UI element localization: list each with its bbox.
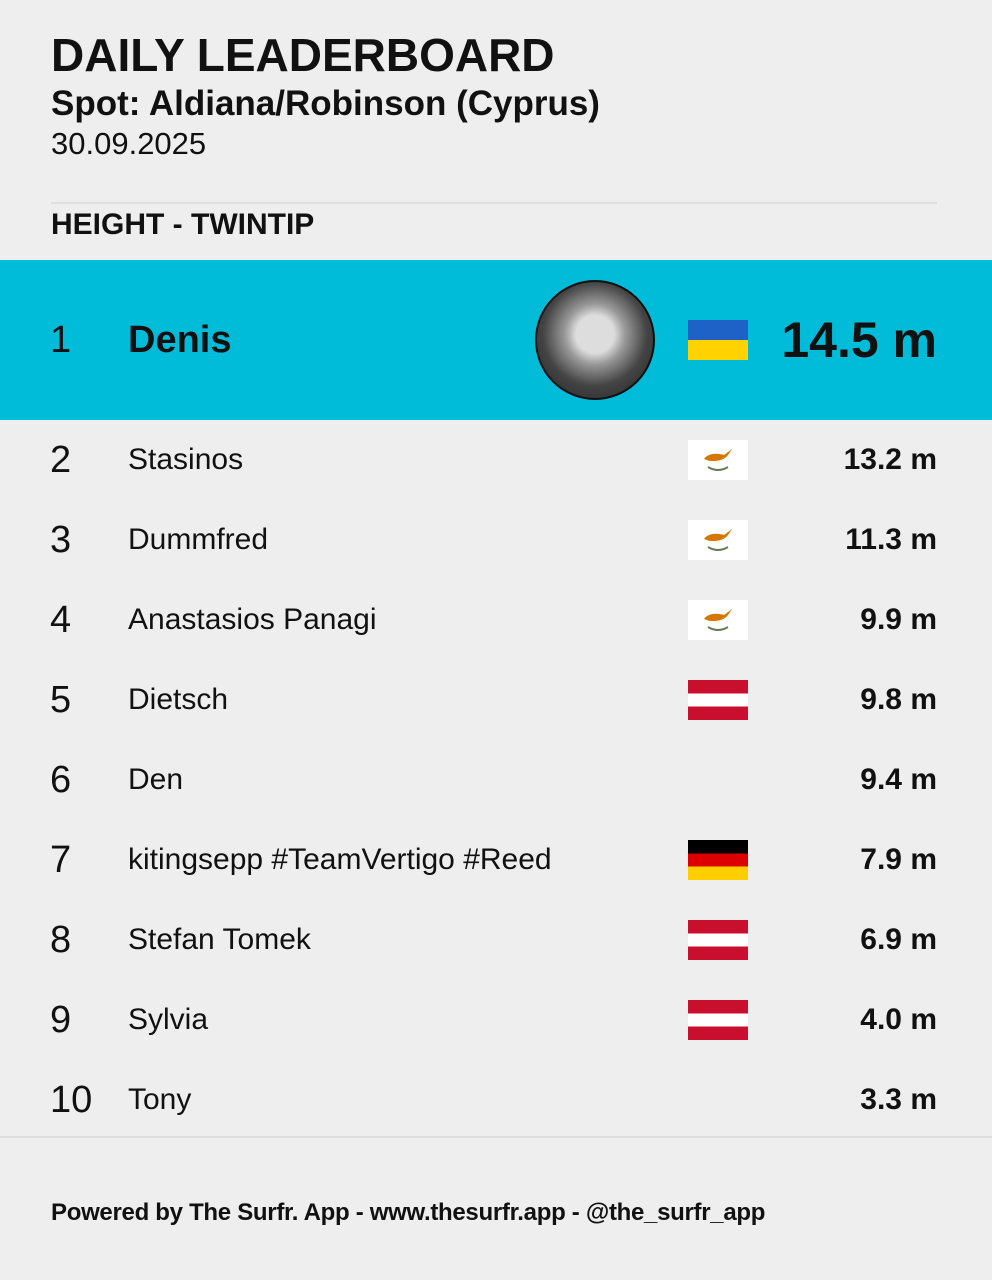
rider-name: Den: [128, 763, 184, 796]
cyprus-flag-icon: [688, 520, 748, 560]
leaderboard-list: 1 Denis 14.5 m 2 Stasinos 13.2 m 3 Dummfred 1…: [0, 260, 992, 1140]
date: 30.09.2025: [51, 126, 207, 161]
rank: 7: [50, 838, 72, 881]
rank: 8: [50, 918, 72, 961]
leaderboard-row: 6 Den 9.4 m: [0, 740, 992, 820]
leaderboard-row: 9 Sylvia 4.0 m: [0, 980, 992, 1060]
rider-name: Anastasios Panagi: [128, 603, 377, 636]
rank: 3: [50, 518, 72, 561]
austria-flag-icon: [688, 920, 748, 960]
rider-name: Stefan Tomek: [128, 923, 311, 956]
height-value: 9.8 m: [860, 683, 937, 716]
category-label: HEIGHT - TWINTIP: [51, 208, 315, 241]
cyprus-flag-icon: [688, 440, 748, 480]
leaderboard-row: 4 Anastasios Panagi 9.9 m: [0, 580, 992, 660]
height-value: 13.2 m: [843, 443, 937, 476]
height-value: 11.3 m: [845, 523, 937, 556]
rank: 10: [50, 1078, 93, 1121]
spot-name: Spot: Aldiana/Robinson (Cyprus): [51, 84, 600, 123]
ukraine-flag-icon: [688, 320, 748, 360]
austria-flag-icon: [688, 680, 748, 720]
footer-text: Powered by The Surfr. App - www.thesurfr…: [51, 1199, 766, 1226]
rank: 1: [50, 318, 72, 361]
height-value: 6.9 m: [860, 923, 937, 956]
height-value: 3.3 m: [860, 1083, 937, 1116]
rider-name: kitingsepp #TeamVertigo #Reed: [128, 843, 552, 876]
austria-flag-icon: [688, 1000, 748, 1040]
height-value: 9.9 m: [860, 603, 937, 636]
divider: [51, 202, 937, 204]
leaderboard-row: 2 Stasinos 13.2 m: [0, 420, 992, 500]
rank: 4: [50, 598, 72, 641]
cyprus-flag-icon: [688, 600, 748, 640]
rank: 6: [50, 758, 72, 801]
rider-name: Tony: [128, 1083, 192, 1116]
height-value: 9.4 m: [860, 763, 937, 796]
rider-name: Stasinos: [128, 443, 244, 476]
leaderboard-row: 8 Stefan Tomek 6.9 m: [0, 900, 992, 980]
leaderboard-row: 5 Dietsch 9.8 m: [0, 660, 992, 740]
leaderboard-row: 10 Tony 3.3 m: [0, 1060, 992, 1140]
rider-name: Denis: [128, 318, 232, 361]
rider-name: Dietsch: [128, 683, 229, 716]
height-value: 4.0 m: [860, 1003, 937, 1036]
rank: 5: [50, 678, 72, 721]
divider: [0, 1136, 992, 1138]
rider-name: Sylvia: [128, 1003, 209, 1036]
avatar: [535, 280, 655, 400]
page-title: DAILY LEADERBOARD: [51, 29, 555, 81]
rank: 9: [50, 998, 72, 1041]
leaderboard-row: 3 Dummfred 11.3 m: [0, 500, 992, 580]
rank: 2: [50, 438, 72, 481]
leaderboard-row: 1 Denis 14.5 m: [0, 260, 992, 420]
leaderboard-row: 7 kitingsepp #TeamVertigo #Reed 7.9 m: [0, 820, 992, 900]
height-value: 7.9 m: [860, 843, 937, 876]
height-value: 14.5 m: [781, 312, 937, 368]
rider-name: Dummfred: [128, 523, 269, 556]
germany-flag-icon: [688, 840, 748, 880]
